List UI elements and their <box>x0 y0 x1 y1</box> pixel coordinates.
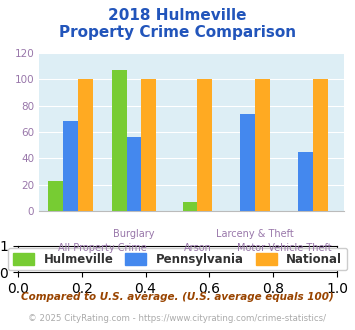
Bar <box>112 70 126 211</box>
Legend: Hulmeville, Pennsylvania, National: Hulmeville, Pennsylvania, National <box>8 248 347 270</box>
Bar <box>240 114 255 211</box>
Bar <box>141 79 156 211</box>
Text: Compared to U.S. average. (U.S. average equals 100): Compared to U.S. average. (U.S. average … <box>21 292 334 302</box>
Bar <box>255 79 270 211</box>
Bar <box>182 202 197 211</box>
Bar <box>126 137 141 211</box>
Bar <box>298 152 313 211</box>
Text: © 2025 CityRating.com - https://www.cityrating.com/crime-statistics/: © 2025 CityRating.com - https://www.city… <box>28 314 327 323</box>
Text: Motor Vehicle Theft: Motor Vehicle Theft <box>237 243 332 252</box>
Text: Larceny & Theft: Larceny & Theft <box>216 229 294 239</box>
Bar <box>313 79 328 211</box>
Bar <box>48 181 63 211</box>
Text: Arson: Arson <box>184 243 212 252</box>
Text: 2018 Hulmeville: 2018 Hulmeville <box>108 8 247 23</box>
Bar <box>63 121 78 211</box>
Text: All Property Crime: All Property Crime <box>58 243 147 252</box>
Text: Property Crime Comparison: Property Crime Comparison <box>59 25 296 40</box>
Text: Burglary: Burglary <box>113 229 155 239</box>
Bar <box>197 79 212 211</box>
Bar <box>78 79 93 211</box>
